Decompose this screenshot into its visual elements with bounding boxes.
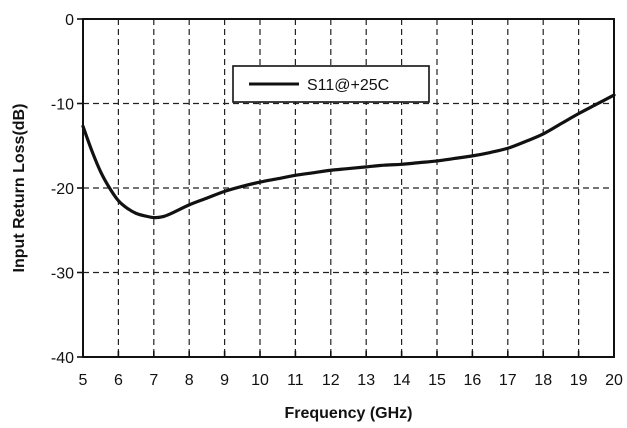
y-tick-label--40: -40 <box>51 350 74 367</box>
y-axis-title: Input Return Loss(dB) <box>11 104 28 273</box>
x-tick-label-5: 5 <box>79 372 88 389</box>
x-tick-label-7: 7 <box>149 372 158 389</box>
legend: S11@+25C <box>232 65 430 103</box>
x-tick-label-14: 14 <box>393 372 411 389</box>
x-tick-label-12: 12 <box>322 372 340 389</box>
x-tick-label-15: 15 <box>428 372 446 389</box>
x-tick-label-17: 17 <box>499 372 517 389</box>
x-tick-label-6: 6 <box>114 372 123 389</box>
series-group <box>81 93 616 220</box>
x-tick-label-8: 8 <box>185 372 194 389</box>
y-tick-label--20: -20 <box>51 181 74 198</box>
x-tick-label-18: 18 <box>534 372 552 389</box>
y-tick-label--30: -30 <box>51 266 74 283</box>
x-axis-title: Frequency (GHz) <box>284 405 412 422</box>
x-tick-label-13: 13 <box>357 372 375 389</box>
x-tick-label-9: 9 <box>220 372 229 389</box>
x-tick-label-20: 20 <box>605 372 623 389</box>
x-tick-label-10: 10 <box>251 372 269 389</box>
x-tick-label-19: 19 <box>570 372 588 389</box>
legend-label: S11@+25C <box>307 77 389 94</box>
y-tick-label-0: 0 <box>65 12 74 29</box>
series-line-1 <box>81 93 616 220</box>
x-tick-labels: 5 6 7 8 9 10 11 12 13 14 15 16 17 18 19 20 <box>79 372 623 389</box>
y-tick-labels: 0 -10 -20 -30 -40 <box>51 12 74 367</box>
axis-ticks <box>77 18 615 358</box>
x-tick-label-11: 11 <box>287 372 304 389</box>
y-tick-label--10: -10 <box>51 97 74 114</box>
grid <box>83 19 614 357</box>
x-tick-label-16: 16 <box>464 372 482 389</box>
